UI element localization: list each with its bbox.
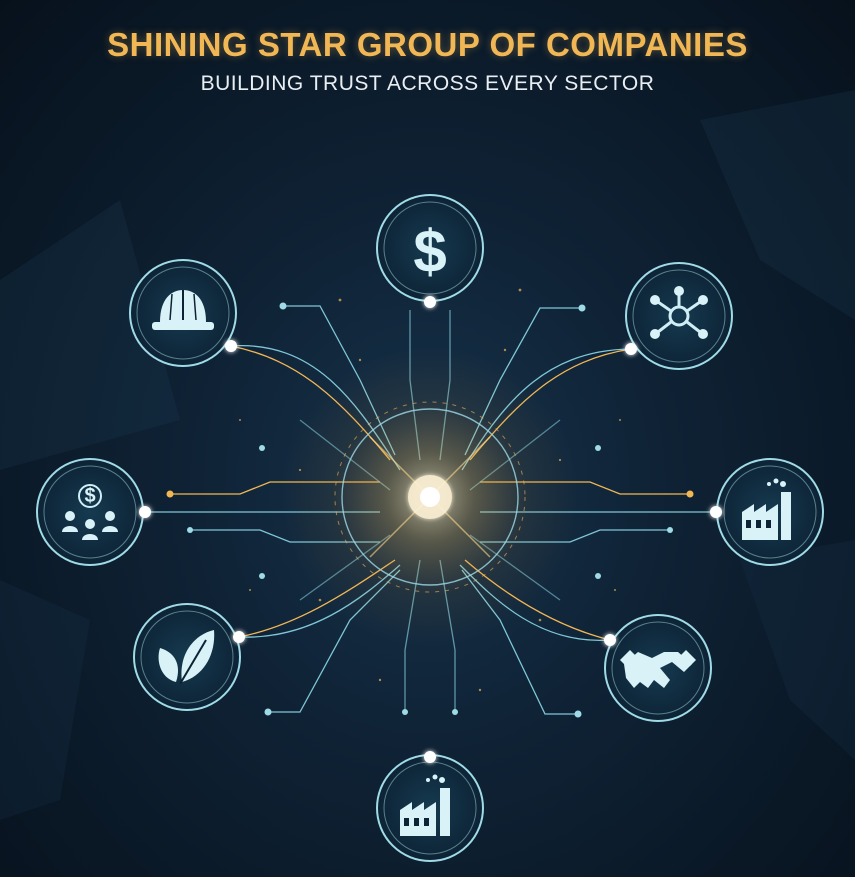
node-industry-right[interactable] (710, 458, 824, 566)
node-finance[interactable]: $ (376, 194, 484, 308)
node-people-finance[interactable]: $ (36, 458, 151, 566)
svg-text:$: $ (84, 485, 95, 507)
node-partnership[interactable] (604, 614, 712, 722)
network-icon (650, 286, 708, 339)
particles (239, 288, 621, 692)
dollar-icon: $ (413, 218, 446, 285)
page-title: SHINING STAR GROUP OF COMPANIES (107, 26, 748, 63)
page-subtitle: BUILDING TRUST ACROSS EVERY SECTOR (200, 72, 655, 95)
node-construction[interactable] (129, 259, 237, 367)
svg-text:$: $ (413, 218, 446, 285)
node-agriculture[interactable] (133, 603, 245, 711)
handshake-icon (620, 650, 696, 688)
node-industry-bottom[interactable] (376, 751, 484, 862)
endpoint-dots (166, 302, 694, 718)
center-star (280, 347, 580, 647)
factory-icon (400, 774, 450, 836)
people-dollar-icon: $ (62, 484, 118, 540)
node-network[interactable] (625, 262, 733, 370)
hard-hat-icon (152, 290, 214, 330)
leaf-icon (158, 630, 215, 685)
background-shapes (0, 90, 855, 820)
factory-icon (742, 478, 791, 540)
